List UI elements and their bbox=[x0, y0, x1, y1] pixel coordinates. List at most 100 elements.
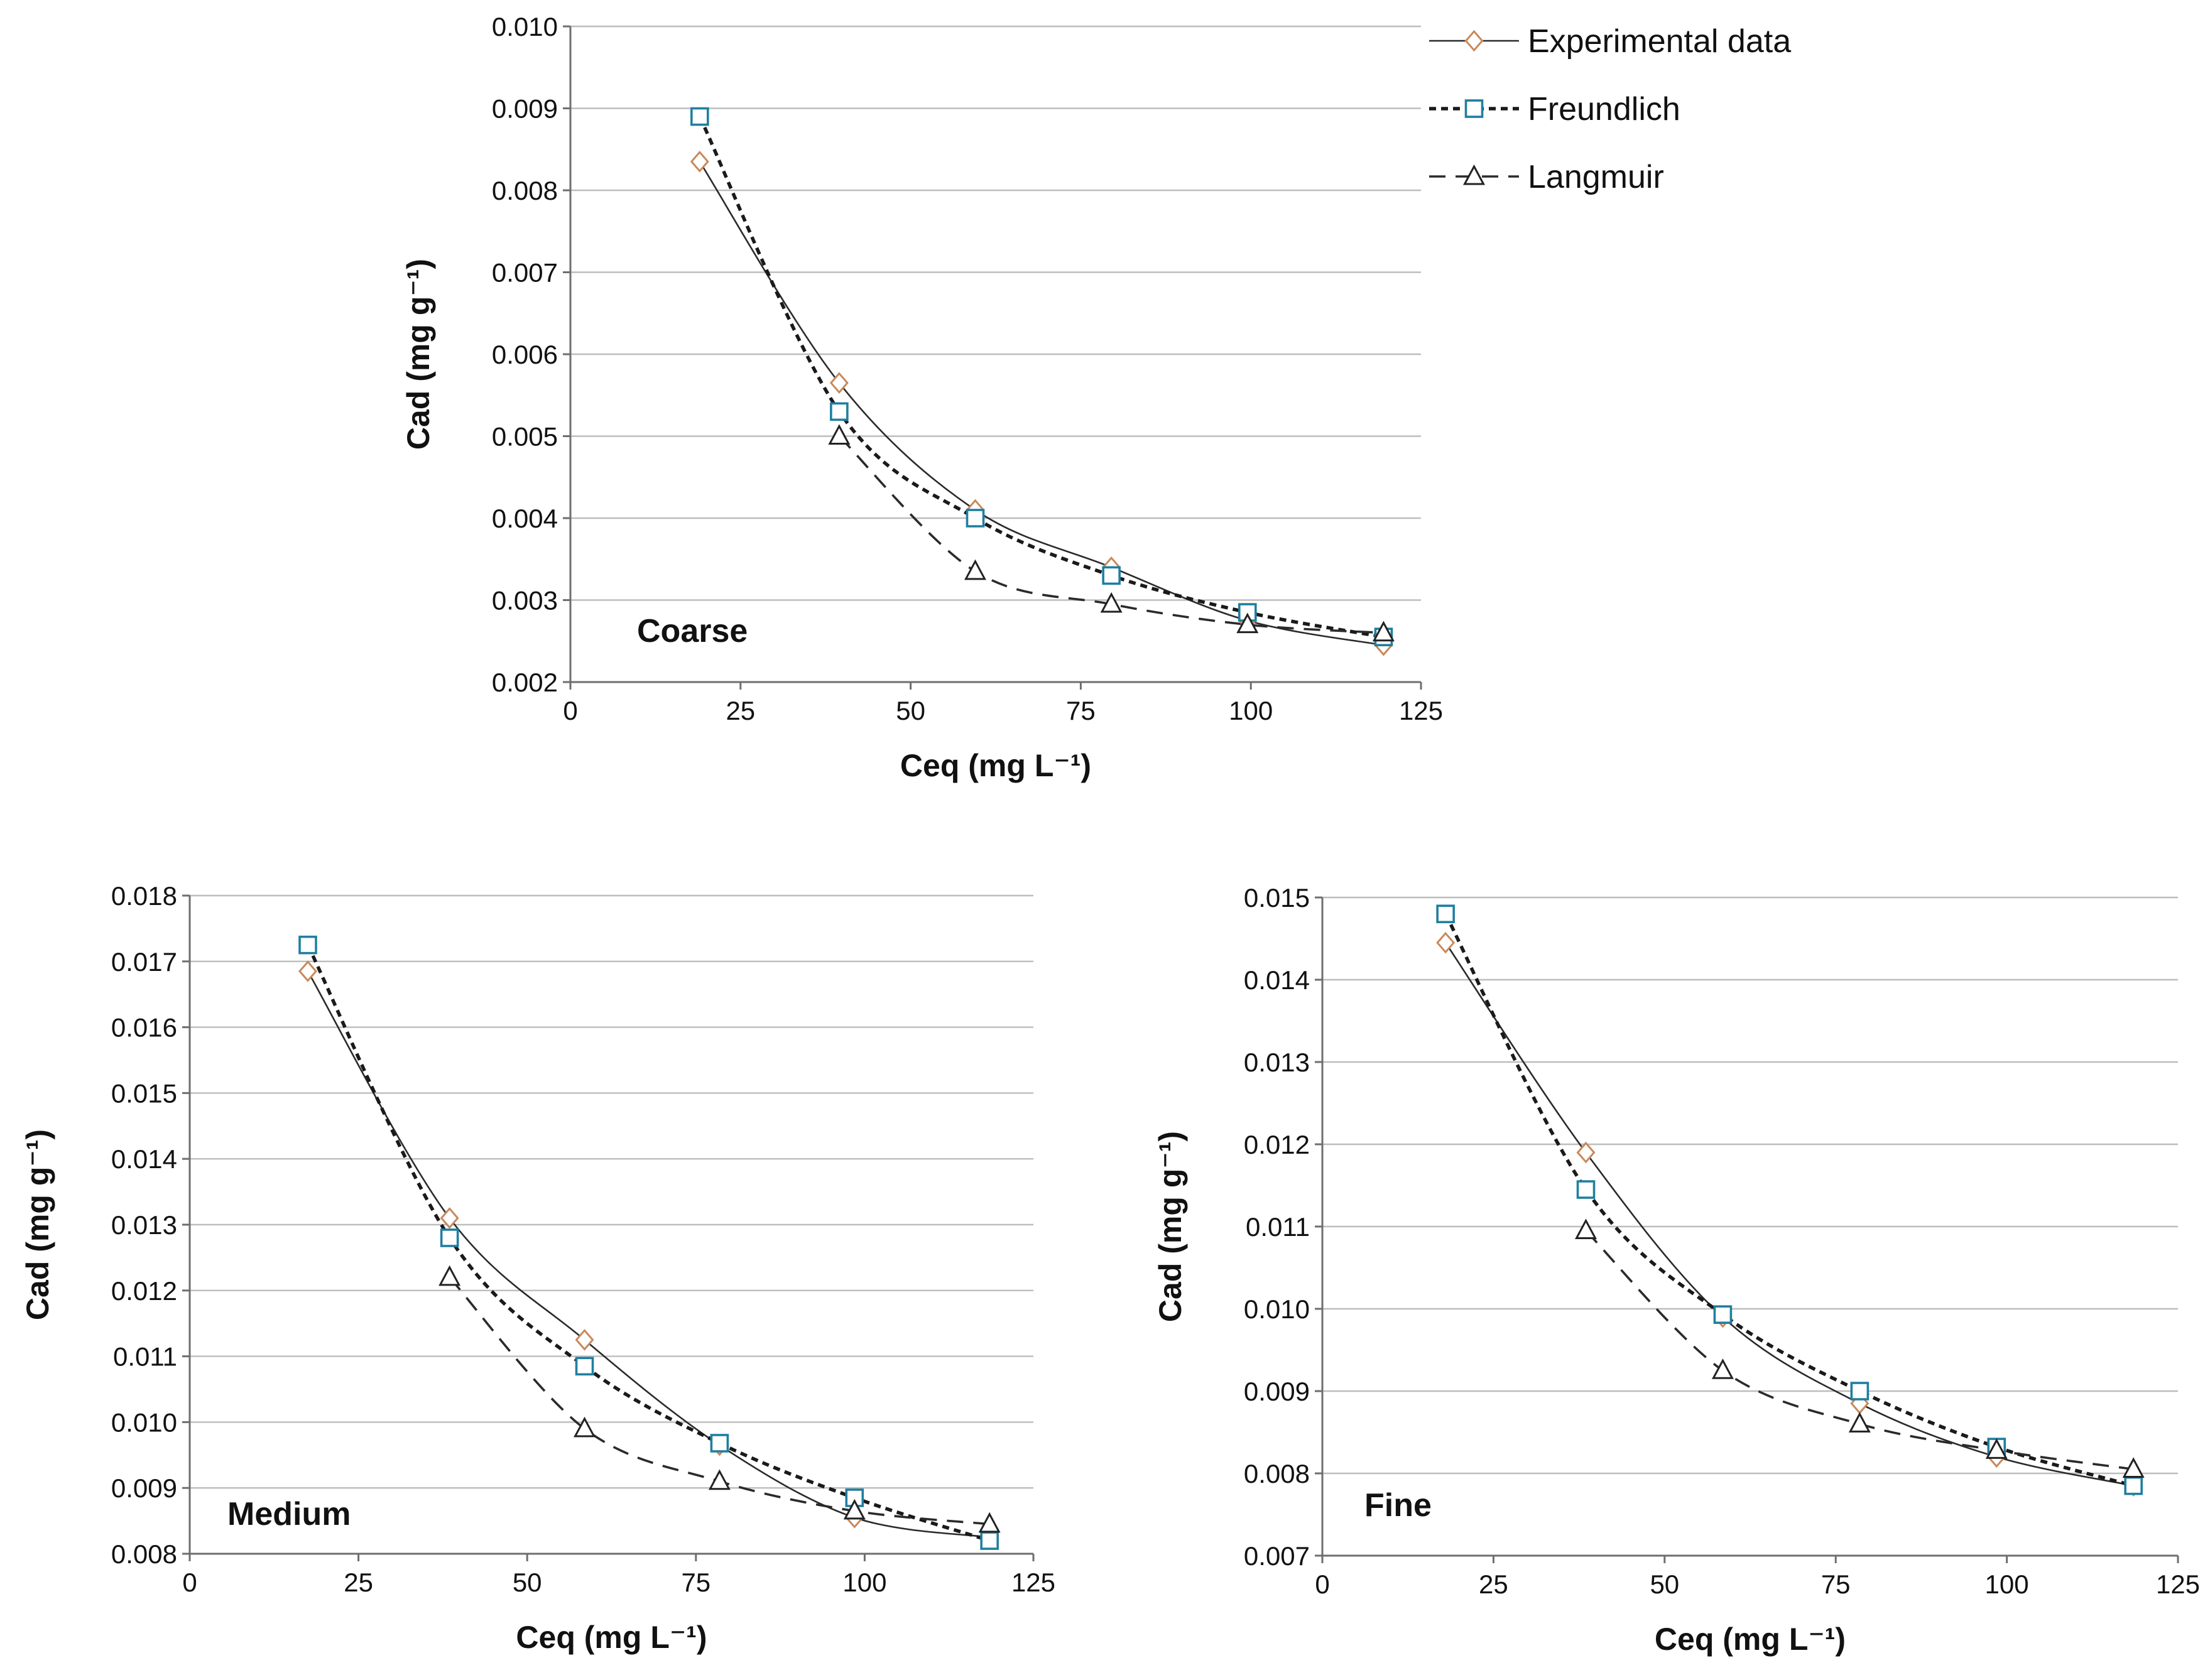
data-point-langmuir bbox=[1372, 621, 1395, 642]
x-tick-label: 100 bbox=[842, 1568, 886, 1597]
panel-label: Coarse bbox=[637, 613, 748, 649]
y-tick-label: 0.002 bbox=[492, 668, 558, 697]
y-tick-label: 0.014 bbox=[111, 1144, 177, 1174]
x-tick-label: 0 bbox=[182, 1568, 197, 1597]
y-axis-title: Cad (mg g⁻¹) bbox=[20, 1129, 55, 1320]
y-tick-label: 0.015 bbox=[111, 1078, 177, 1108]
series-line-langmuir bbox=[838, 435, 1384, 634]
y-tick-label: 0.017 bbox=[111, 947, 177, 977]
data-point-freundlich bbox=[1850, 1382, 1870, 1401]
data-point-langmuir bbox=[1985, 1438, 2008, 1459]
data-point-freundlich bbox=[980, 1531, 999, 1550]
series-line-experimental-data bbox=[307, 970, 990, 1539]
legend-label-experimental-data: Experimental data bbox=[1528, 23, 1791, 60]
y-tick-label: 0.018 bbox=[111, 881, 177, 911]
y-tick-label: 0.005 bbox=[492, 422, 558, 452]
data-point-langmuir bbox=[438, 1265, 461, 1286]
y-tick-label: 0.012 bbox=[111, 1276, 177, 1306]
y-axis-title: Cad (mg g⁻¹) bbox=[401, 259, 436, 450]
x-tick-label: 25 bbox=[1479, 1569, 1508, 1599]
data-point-freundlich bbox=[1713, 1305, 1733, 1324]
y-tick-label: 0.010 bbox=[1244, 1294, 1310, 1324]
x-axis-title: Ceq (mg L⁻¹) bbox=[516, 1620, 707, 1655]
y-tick-label: 0.013 bbox=[1244, 1048, 1310, 1077]
y-tick-label: 0.010 bbox=[492, 12, 558, 41]
y-tick-label: 0.003 bbox=[492, 586, 558, 615]
series-line-freundlich bbox=[1444, 913, 2134, 1488]
y-tick-label: 0.011 bbox=[113, 1342, 177, 1372]
data-point-freundlich bbox=[575, 1357, 594, 1376]
chart-panel-medium: 0.008 0.009 0.010 0.011 0.012 0.013 0.014 0.015… bbox=[20, 881, 1055, 1655]
data-point-experimental-data bbox=[575, 1329, 594, 1351]
x-tick-label: 75 bbox=[1821, 1569, 1851, 1599]
y-tick-label: 0.009 bbox=[1244, 1377, 1310, 1406]
series-line-langmuir bbox=[449, 1276, 990, 1526]
legend-label-freundlich: Freundlich bbox=[1528, 91, 1680, 127]
data-point-langmuir bbox=[1711, 1358, 1734, 1379]
y-tick-label: 0.015 bbox=[1244, 883, 1310, 913]
data-point-freundlich bbox=[1436, 904, 1455, 923]
y-tick-label: 0.014 bbox=[1244, 965, 1310, 995]
data-point-experimental-data bbox=[1576, 1141, 1596, 1164]
x-tick-label: 75 bbox=[681, 1568, 710, 1597]
series-line-experimental-data bbox=[699, 161, 1384, 646]
y-tick-label: 0.008 bbox=[492, 176, 558, 205]
y-tick-label: 0.009 bbox=[111, 1473, 177, 1503]
legend-marker-freundlich bbox=[1464, 99, 1484, 118]
x-tick-label: 125 bbox=[1011, 1568, 1055, 1597]
y-tick-label: 0.008 bbox=[1244, 1459, 1310, 1488]
y-tick-label: 0.010 bbox=[111, 1407, 177, 1437]
data-point-experimental-data bbox=[440, 1207, 459, 1229]
y-tick-label: 0.009 bbox=[492, 94, 558, 124]
panel-label: Fine bbox=[1364, 1487, 1432, 1524]
legend-marker-experimental-data bbox=[1464, 30, 1484, 52]
data-point-experimental-data bbox=[829, 372, 849, 394]
chart-panel-fine: 0.007 0.008 0.009 0.010 0.011 0.012 0.013 0.014… bbox=[1153, 883, 2200, 1657]
x-tick-label: 25 bbox=[726, 696, 755, 725]
x-tick-label: 25 bbox=[344, 1568, 373, 1597]
data-point-freundlich bbox=[1576, 1180, 1596, 1199]
data-point-experimental-data bbox=[298, 960, 318, 982]
y-tick-label: 0.007 bbox=[1244, 1541, 1310, 1571]
x-tick-label: 50 bbox=[1650, 1569, 1679, 1599]
data-point-freundlich bbox=[2124, 1476, 2143, 1495]
data-point-langmuir bbox=[1100, 592, 1123, 613]
data-point-langmuir bbox=[978, 1512, 1001, 1533]
x-tick-label: 0 bbox=[563, 696, 577, 725]
y-tick-label: 0.006 bbox=[492, 340, 558, 369]
x-tick-label: 125 bbox=[2156, 1569, 2200, 1599]
x-tick-label: 100 bbox=[1985, 1569, 2029, 1599]
data-point-freundlich bbox=[440, 1228, 459, 1247]
data-point-freundlich bbox=[298, 935, 317, 955]
data-point-freundlich bbox=[710, 1434, 729, 1453]
data-point-experimental-data bbox=[690, 151, 709, 173]
y-tick-label: 0.016 bbox=[111, 1013, 177, 1043]
data-point-freundlich bbox=[830, 402, 849, 421]
x-tick-label: 50 bbox=[896, 696, 925, 725]
data-point-langmuir bbox=[1236, 612, 1259, 634]
data-point-langmuir bbox=[1574, 1218, 1598, 1240]
y-tick-label: 0.013 bbox=[111, 1210, 177, 1240]
data-point-experimental-data bbox=[1436, 931, 1456, 954]
data-point-freundlich bbox=[966, 509, 985, 528]
x-tick-label: 125 bbox=[1399, 696, 1443, 725]
x-tick-label: 100 bbox=[1229, 696, 1273, 725]
y-tick-label: 0.011 bbox=[1246, 1212, 1310, 1242]
legend: Experimental data Freundlich Langmuir bbox=[1429, 23, 1791, 195]
data-point-langmuir bbox=[708, 1469, 731, 1490]
y-tick-label: 0.008 bbox=[111, 1539, 177, 1569]
data-point-langmuir bbox=[828, 424, 851, 445]
data-point-langmuir bbox=[843, 1498, 866, 1520]
y-axis-title: Cad (mg g⁻¹) bbox=[1153, 1131, 1188, 1322]
chart-panel-coarse: 0.002 0.003 0.004 0.005 0.006 0.007 0.008 0.009… bbox=[401, 12, 1443, 783]
x-axis-title: Ceq (mg L⁻¹) bbox=[900, 748, 1091, 783]
data-point-langmuir bbox=[1848, 1412, 1871, 1433]
data-point-freundlich bbox=[690, 107, 709, 126]
data-point-langmuir bbox=[2122, 1457, 2145, 1478]
y-tick-label: 0.012 bbox=[1244, 1130, 1310, 1159]
x-tick-label: 50 bbox=[513, 1568, 542, 1597]
legend-label-langmuir: Langmuir bbox=[1528, 159, 1664, 195]
legend-marker-langmuir bbox=[1462, 164, 1486, 185]
panel-label: Medium bbox=[227, 1496, 351, 1532]
